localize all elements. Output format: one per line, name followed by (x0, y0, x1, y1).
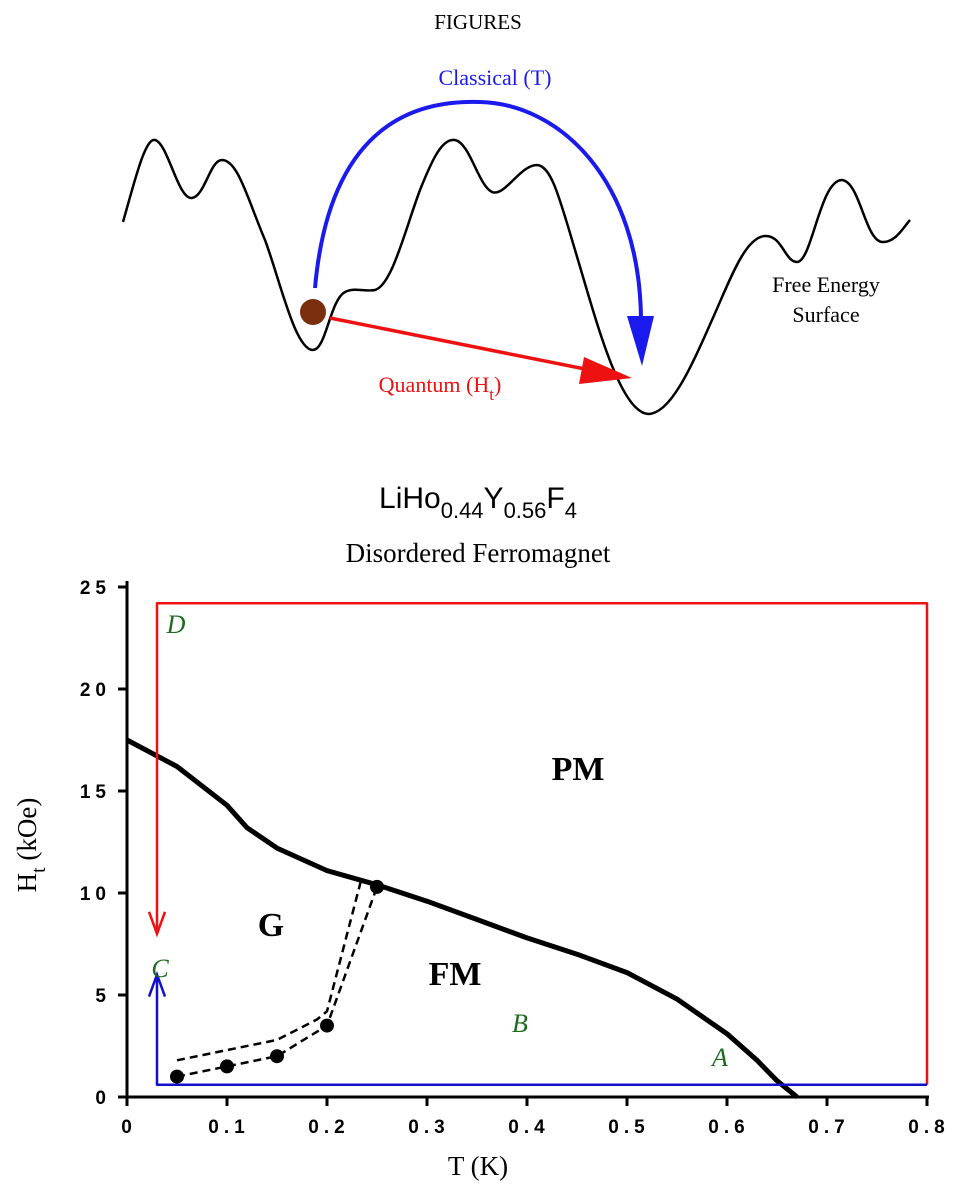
region-label: FM (429, 956, 482, 993)
y-tick-label: 5 (95, 986, 111, 1007)
x-tick-label: 0 (121, 1117, 137, 1138)
series-line (155, 602, 929, 1085)
quantum-label: Quantum (Ht) (379, 372, 502, 404)
y-tick-label: 20 (80, 680, 111, 701)
quantum-label-sub: t (489, 385, 494, 404)
x-tick-label: 0.3 (408, 1117, 449, 1138)
surface-label: Surface (792, 302, 859, 327)
region-label: A (710, 1043, 728, 1072)
page-header: FIGURES (434, 10, 522, 34)
data-point (170, 1069, 184, 1084)
ylabel-sub: t (28, 867, 50, 873)
classical-arrow (313, 99, 643, 321)
classical-label: Classical (T) (438, 65, 551, 90)
y-tick-label: 0 (95, 1088, 111, 1109)
region-label: PM (552, 751, 605, 788)
y-tick-label: 15 (80, 782, 111, 803)
ylabel-end: (kOe) (12, 798, 42, 868)
quantum-label-end: ) (494, 372, 501, 397)
chart-title: LiHo0.44Y0.56F4 (379, 482, 577, 523)
series-line (155, 974, 927, 1087)
classical-arrowhead (627, 316, 654, 366)
title-part: Y (484, 482, 504, 515)
ylabel-main: H (12, 873, 42, 893)
x-tick-label: 0.2 (308, 1117, 349, 1138)
x-tick-label: 0.5 (608, 1117, 649, 1138)
region-label: B (512, 1009, 528, 1038)
title-sub: 0.44 (441, 498, 484, 523)
data-point (370, 879, 384, 894)
arrowhead (147, 911, 167, 938)
x-tick-label: 0.4 (508, 1117, 549, 1138)
data-point (320, 1018, 334, 1033)
series-line (125, 737, 799, 1099)
free-energy-curve (121, 138, 911, 416)
x-axis-label: T (K) (448, 1151, 508, 1181)
quantum-label-main: Quantum (H (379, 372, 490, 397)
series-line (176, 876, 364, 1062)
data-point (220, 1059, 234, 1074)
data-point (270, 1049, 284, 1064)
y-tick-label: 25 (80, 578, 111, 599)
region-label: C (151, 954, 169, 983)
quantum-arrowhead (579, 357, 632, 384)
quantum-arrow (329, 316, 591, 372)
chart-subtitle: Disordered Ferromagnet (346, 538, 611, 568)
series-line (176, 886, 379, 1078)
region-label: G (258, 907, 284, 944)
region-label: D (166, 610, 186, 639)
title-sub: 0.56 (504, 498, 547, 523)
y-tick-label: 10 (80, 884, 111, 905)
y-axis-label: Ht (kOe) (12, 798, 50, 893)
title-part: F (546, 482, 564, 515)
x-tick-label: 0.1 (208, 1117, 249, 1138)
title-sub: 4 (565, 498, 577, 523)
surface-label: Free Energy (772, 272, 880, 297)
x-tick-label: 0.7 (808, 1117, 849, 1138)
arrowhead (147, 970, 167, 998)
x-tick-label: 0.6 (708, 1117, 749, 1138)
title-part: LiHo (379, 482, 441, 515)
particle (300, 299, 326, 325)
x-tick-label: 0.8 (908, 1117, 949, 1138)
